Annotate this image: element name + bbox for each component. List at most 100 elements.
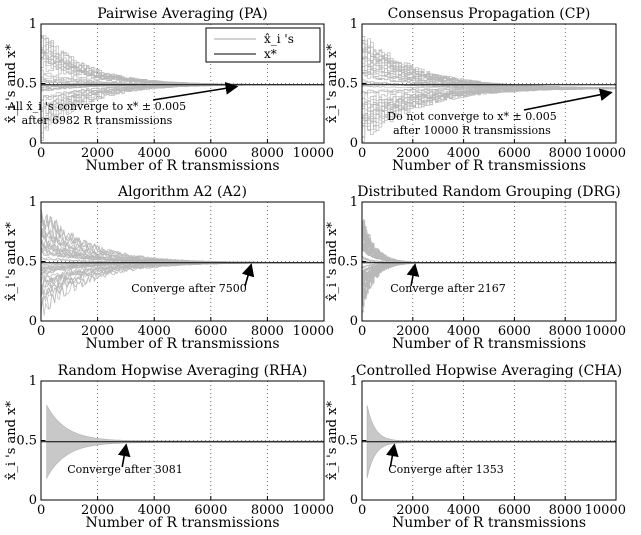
estimate-line: [362, 221, 616, 263]
x-tick-label: 4000: [138, 324, 171, 339]
x-tick-label: 2000: [81, 503, 114, 518]
x-tick-label: 2000: [81, 324, 114, 339]
estimate-line: [41, 61, 324, 85]
y-tick-label: 0: [350, 314, 358, 329]
x-tick-label: 4000: [138, 146, 171, 161]
y-tick-label: 0.5: [16, 77, 37, 92]
x-tick-label: 6000: [498, 503, 531, 518]
y-axis-label: x̂_i 's and x*: [325, 44, 340, 123]
chart-panel: Consensus Propagation (CP) 0 2000 4000 6000 8…: [325, 6, 626, 174]
x-axis-label: Number of R transmissions: [85, 515, 279, 531]
estimate-line: [362, 228, 616, 263]
x-tick-label: 6000: [194, 503, 227, 518]
y-tick-label: 1: [350, 374, 358, 389]
x-tick-label: 8000: [549, 146, 582, 161]
x-tick-label: 0: [358, 146, 366, 161]
x-tick-label: 0: [358, 324, 366, 339]
chart-title: Random Hopwise Averaging (RHA): [58, 363, 308, 379]
annotation-text: Converge after 1353: [388, 463, 503, 476]
x-tick-label: 8000: [549, 324, 582, 339]
x-axis-label: Number of R transmissions: [85, 336, 279, 352]
x-tick-label: 0: [358, 503, 366, 518]
x-tick-label: 10000: [585, 324, 626, 339]
x-tick-label: 10000: [585, 503, 626, 518]
estimate-line: [362, 244, 616, 263]
estimate-line: [362, 240, 616, 263]
y-tick-label: 0: [29, 493, 37, 508]
x-tick-label: 0: [37, 324, 45, 339]
x-tick-label: 10000: [293, 146, 334, 161]
chart-title: Pairwise Averaging (PA): [97, 6, 268, 22]
annotation-arrow: [523, 88, 613, 111]
x-tick-label: 4000: [447, 503, 480, 518]
y-tick-label: 0: [350, 136, 358, 151]
estimate-line: [362, 240, 616, 263]
x-tick-label: 0: [37, 146, 45, 161]
y-tick-label: 0.5: [337, 434, 358, 449]
legend-label-estimates: x̂_i 's: [264, 32, 294, 46]
y-axis-label: x̂_i 's and x*: [325, 401, 340, 480]
y-axis-label: x̂_i 's and x*: [4, 222, 19, 301]
chart-panel: Controlled Hopwise Averaging (CHA) 0 2000 4…: [325, 363, 626, 531]
y-axis-label: x̂_i 's and x*: [4, 44, 19, 123]
estimate-line: [362, 240, 616, 263]
x-tick-label: 4000: [447, 324, 480, 339]
annotation-text: after 6982 R transmissions: [22, 114, 173, 127]
estimate-line: [362, 224, 616, 263]
annotation-text: Converge after 3081: [67, 463, 182, 476]
x-tick-label: 6000: [194, 146, 227, 161]
estimate-line: [362, 233, 616, 263]
annotation-text: Converge after 7500: [131, 282, 246, 295]
annotation-text: All x̂_i 's converge to x* ± 0.005: [7, 100, 186, 113]
estimate-line: [362, 262, 616, 283]
x-tick-label: 6000: [194, 324, 227, 339]
x-axis-label: Number of R transmissions: [392, 158, 586, 174]
x-tick-label: 6000: [498, 324, 531, 339]
chart-panel: Random Hopwise Averaging (RHA) 0 2000 4000 6…: [4, 363, 334, 531]
annotation-arrow: [406, 263, 420, 287]
chart-title: Controlled Hopwise Averaging (CHA): [356, 363, 622, 379]
legend-label-target: x*: [264, 47, 277, 61]
x-tick-label: 8000: [251, 324, 284, 339]
x-tick-label: 10000: [585, 146, 626, 161]
legend-box: [205, 27, 321, 63]
y-tick-label: 0.5: [16, 255, 37, 270]
x-tick-label: 4000: [447, 146, 480, 161]
x-tick-label: 8000: [251, 503, 284, 518]
estimates-series: [362, 219, 616, 313]
y-tick-label: 0: [350, 493, 358, 508]
y-tick-label: 0.5: [16, 434, 37, 449]
estimate-line: [362, 88, 616, 106]
y-axis-label: x̂_i 's and x*: [4, 401, 19, 480]
annotation-arrow: [386, 443, 399, 468]
y-tick-label: 1: [29, 195, 37, 210]
x-tick-label: 2000: [81, 146, 114, 161]
y-tick-label: 0.5: [337, 255, 358, 270]
x-tick-label: 8000: [251, 146, 284, 161]
annotation-text: Do not converge to x* ± 0.005: [387, 110, 556, 123]
estimate-line: [362, 237, 616, 263]
annotation-arrow: [117, 443, 131, 468]
x-tick-label: 0: [37, 503, 45, 518]
x-tick-label: 2000: [396, 146, 429, 161]
x-axis-label: Number of R transmissions: [392, 515, 586, 531]
chart-title: Algorithm A2 (A2): [117, 184, 247, 200]
estimate-line: [362, 232, 616, 263]
estimate-line: [362, 262, 616, 284]
y-tick-label: 0: [29, 136, 37, 151]
y-tick-label: 0.5: [337, 77, 358, 92]
estimate-line: [362, 88, 616, 138]
x-tick-label: 4000: [138, 503, 171, 518]
estimate-line: [362, 226, 616, 263]
estimate-line: [362, 243, 616, 263]
estimate-line: [362, 240, 616, 263]
x-tick-label: 10000: [293, 503, 334, 518]
annotation-text: after 10000 R transmissions: [393, 124, 551, 137]
estimate-line: [362, 220, 616, 263]
estimate-line: [362, 232, 616, 263]
legend: x̂_i 'sx*: [205, 27, 321, 63]
chart-panel: Distributed Random Grouping (DRG) 0 2000 40…: [325, 184, 626, 352]
y-tick-label: 1: [29, 17, 37, 32]
x-tick-label: 2000: [396, 503, 429, 518]
